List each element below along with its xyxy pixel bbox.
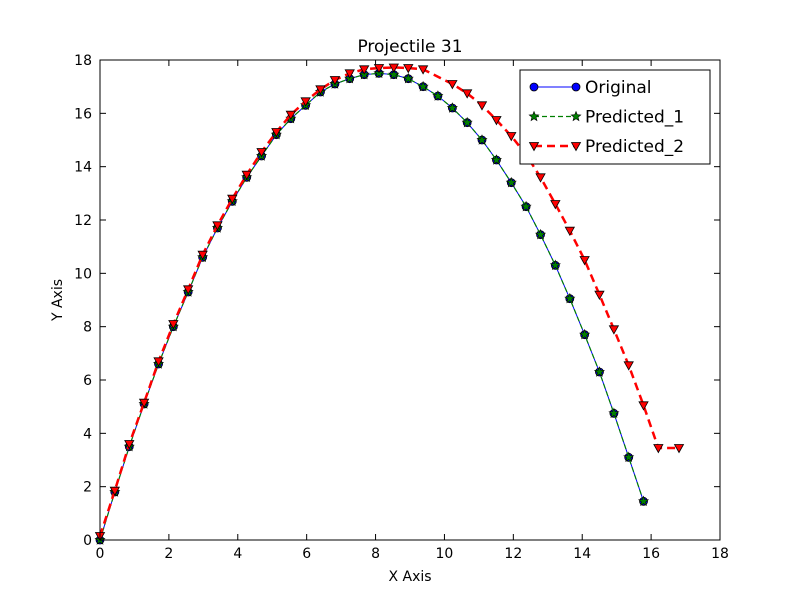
- data-point: [388, 63, 399, 73]
- y-tick-label: 10: [74, 266, 92, 282]
- x-tick-label: 12: [504, 546, 522, 562]
- data-point: [491, 116, 502, 126]
- legend-marker: [570, 142, 582, 152]
- data-point: [447, 80, 458, 90]
- x-tick-label: 8: [371, 546, 380, 562]
- data-point: [168, 320, 179, 330]
- y-tick-label: 18: [74, 53, 92, 69]
- data-point: [550, 200, 561, 210]
- legend-marker: [570, 110, 582, 122]
- series-line: [99, 72, 645, 541]
- x-tick-label: 14: [573, 546, 591, 562]
- y-tick-label: 12: [74, 213, 92, 229]
- data-point: [579, 256, 590, 266]
- y-tick-label: 6: [83, 373, 92, 389]
- data-point: [329, 76, 341, 86]
- data-point: [153, 357, 164, 367]
- x-tick-label: 16: [642, 546, 660, 562]
- x-tick-label: 10: [436, 546, 454, 562]
- legend-marker: [529, 82, 539, 92]
- data-point: [388, 68, 400, 80]
- data-point: [285, 110, 297, 120]
- data-point: [461, 89, 473, 99]
- data-point: [549, 259, 561, 271]
- legend: Original Predicted_1 Predicted_2: [519, 69, 711, 165]
- x-tick-label: 6: [302, 546, 311, 562]
- y-tick-label: 14: [74, 160, 92, 176]
- data-point: [109, 486, 120, 496]
- data-point: [564, 292, 576, 304]
- x-tick-label: 18: [711, 546, 729, 562]
- data-point: [256, 148, 267, 158]
- plot-border: [99, 59, 721, 541]
- data-point: [373, 64, 385, 74]
- data-point: [593, 366, 605, 377]
- data-point: [461, 116, 473, 128]
- data-point: [535, 228, 547, 240]
- x-axis-label: X Axis: [388, 569, 431, 585]
- data-point: [608, 325, 620, 335]
- data-point: [227, 194, 238, 204]
- data-point: [124, 440, 135, 450]
- legend-label: Predicted_2: [585, 137, 684, 157]
- data-point: [520, 200, 532, 212]
- data-point: [344, 69, 355, 79]
- data-point: [638, 401, 649, 411]
- x-tick-label: 4: [233, 546, 242, 562]
- series-line: [98, 66, 680, 537]
- y-tick-label: 8: [83, 320, 92, 336]
- data-point: [623, 451, 635, 463]
- data-point: [417, 65, 429, 75]
- y-tick-label: 2: [83, 480, 92, 496]
- x-tick-label: 2: [164, 546, 173, 562]
- data-point: [359, 65, 370, 75]
- data-point: [432, 90, 444, 101]
- data-point: [271, 128, 282, 138]
- legend-marker: [528, 110, 540, 122]
- data-point: [673, 444, 685, 454]
- data-point: [490, 154, 502, 165]
- legend-marker: [528, 142, 540, 152]
- y-axis-label: Y Axis: [50, 279, 66, 322]
- chart-title: Projectile 31: [357, 37, 462, 57]
- legend-label: Original: [585, 78, 652, 98]
- legend-label: Predicted_1: [585, 108, 684, 128]
- data-point: [653, 444, 664, 454]
- data-point: [564, 226, 576, 236]
- data-point: [594, 290, 605, 300]
- legend-marker: [571, 82, 581, 92]
- data-point: [579, 328, 591, 340]
- y-tick-label: 0: [83, 533, 92, 549]
- data-point: [402, 72, 414, 84]
- data-point: [417, 80, 429, 92]
- data-point: [197, 250, 208, 260]
- y-tick-label: 4: [83, 426, 92, 442]
- data-point: [212, 221, 223, 231]
- data-point: [315, 85, 326, 95]
- data-point: [476, 134, 488, 145]
- data-point: [608, 407, 620, 419]
- data-point: [403, 64, 414, 74]
- y-tick-label: 16: [74, 106, 92, 122]
- data-point: [300, 97, 311, 107]
- series-predicted-2: [94, 63, 685, 542]
- x-tick-label: 0: [96, 546, 105, 562]
- data-point: [476, 101, 488, 111]
- data-point: [446, 102, 458, 113]
- data-point: [638, 495, 650, 507]
- data-point: [505, 176, 517, 188]
- data-point: [506, 132, 517, 142]
- data-point: [182, 285, 194, 295]
- data-point: [241, 170, 252, 180]
- data-point: [138, 398, 150, 408]
- data-point: [535, 173, 546, 183]
- data-point: [623, 361, 634, 371]
